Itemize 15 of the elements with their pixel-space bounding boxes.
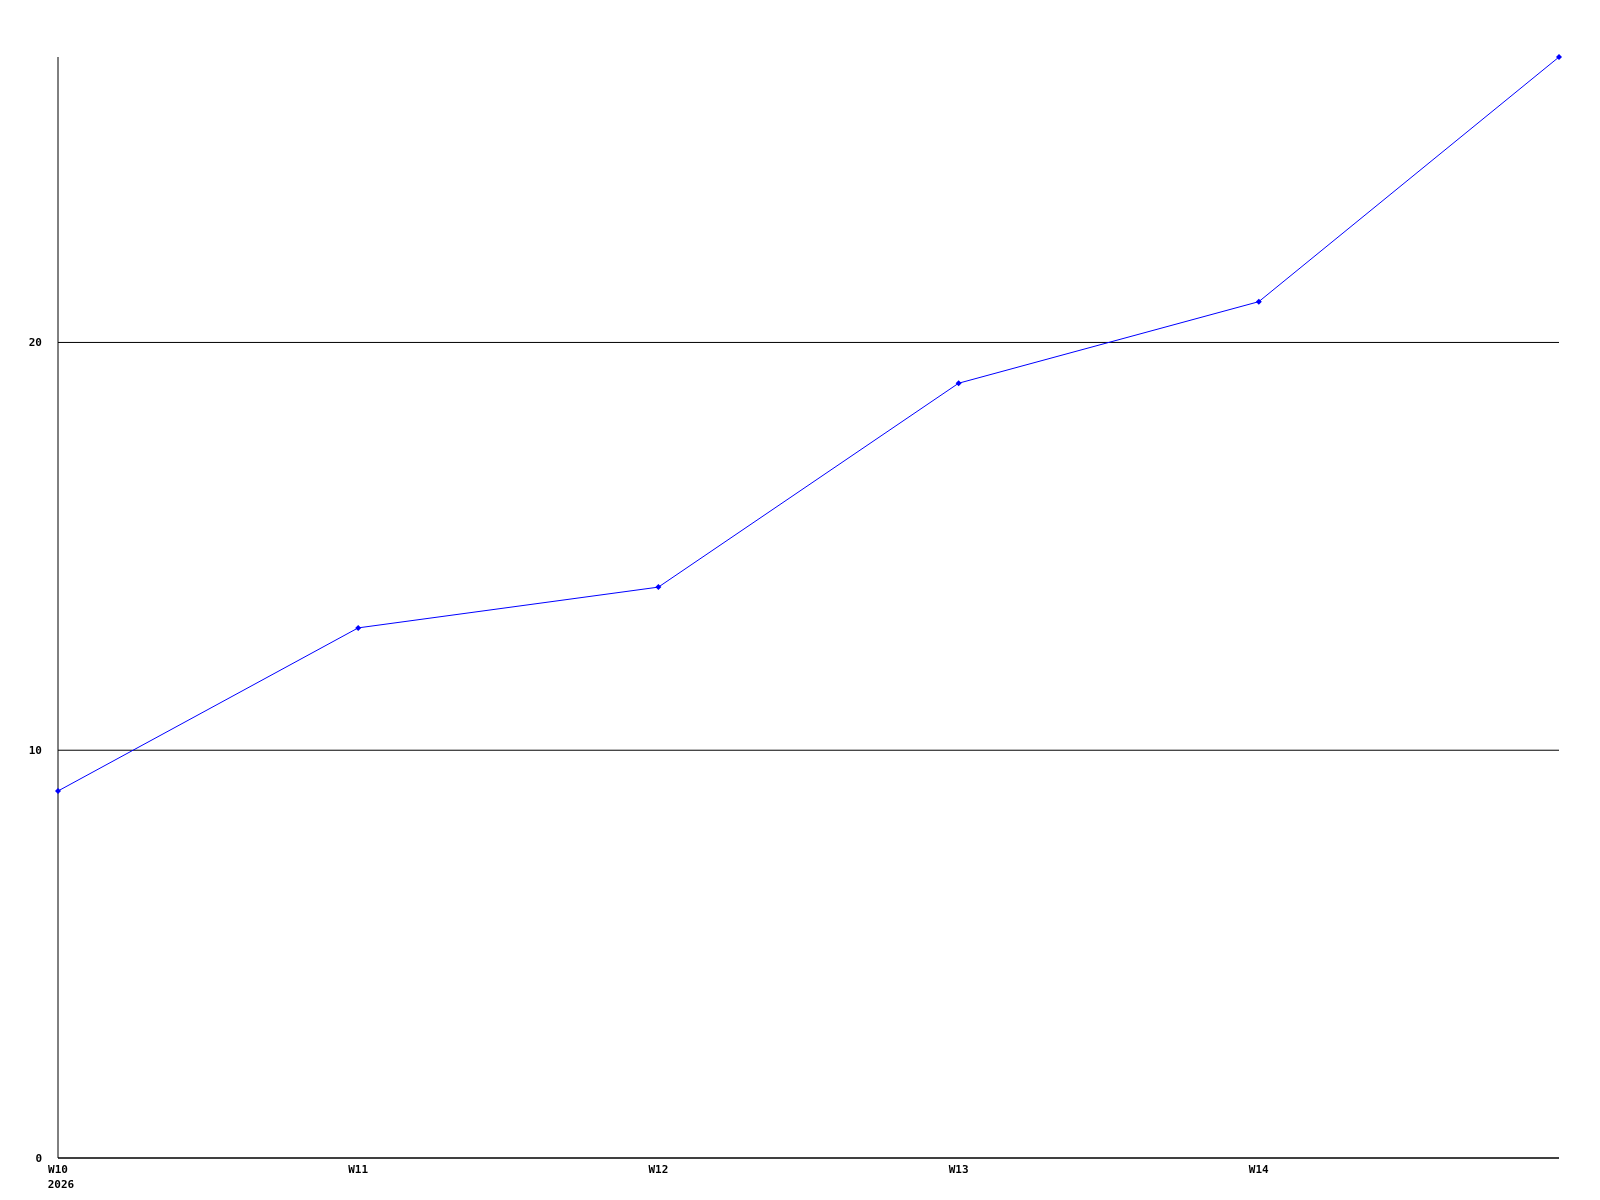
y-tick-label: 0 [35,1151,42,1165]
x-tick-label: W11 [348,1163,369,1176]
point [1255,298,1262,305]
point [655,584,662,591]
text: 2026 [47,1178,75,1191]
x-tick-label: W13 [948,1163,969,1176]
point [1556,54,1562,60]
point [55,788,61,794]
point [955,380,962,387]
x-tick-label: W12 [648,1163,669,1176]
y-tick-label: 20 [28,336,42,350]
x-tick-label: W14 [1248,1163,1270,1176]
x-tick-label: W10 [48,1163,68,1176]
y-tick-label: 10 [28,744,42,758]
point [355,624,362,631]
